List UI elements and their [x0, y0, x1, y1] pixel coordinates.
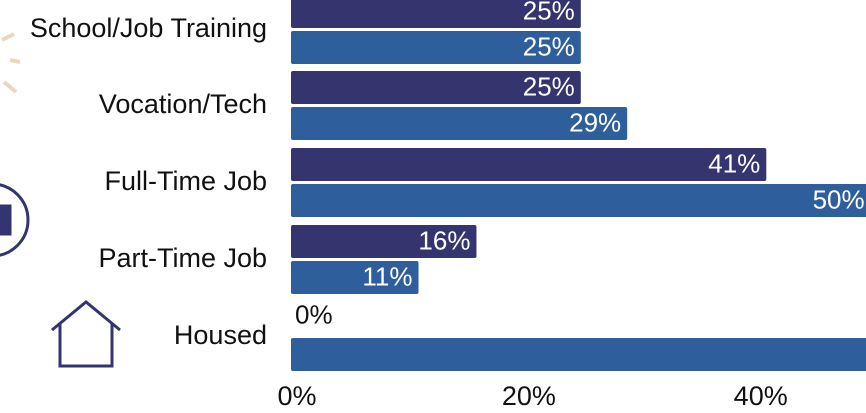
bar — [291, 338, 866, 371]
job-icon — [0, 183, 30, 257]
bar — [291, 225, 477, 258]
x-tick-label: 20% — [502, 381, 556, 411]
value-label: 25% — [523, 31, 575, 61]
bar — [291, 31, 581, 64]
house-icon — [51, 300, 121, 368]
category-label: School/Job Training — [30, 13, 267, 43]
bar — [291, 0, 581, 28]
value-label: 50% — [813, 184, 865, 214]
category-label: Full-Time Job — [104, 166, 267, 196]
x-tick-label: 0% — [277, 381, 316, 411]
category-label: Vocation/Tech — [99, 89, 267, 119]
sun-icon — [1, 32, 21, 94]
value-label: 11% — [362, 261, 412, 291]
bar — [291, 148, 767, 181]
job-icon-case — [0, 204, 12, 236]
value-label: 29% — [569, 107, 621, 137]
value-label: 25% — [523, 71, 575, 101]
bar — [291, 107, 628, 140]
bar — [291, 71, 581, 104]
bar — [291, 184, 866, 217]
icons — [0, 32, 121, 368]
x-tick-label: 40% — [734, 381, 788, 411]
value-label: 41% — [708, 148, 760, 178]
value-label: 0% — [295, 299, 333, 329]
category-label: Housed — [174, 320, 267, 350]
value-label: 16% — [418, 225, 470, 255]
bar — [291, 261, 419, 294]
category-label: Part-Time Job — [98, 243, 267, 273]
value-label: 25% — [523, 0, 575, 25]
